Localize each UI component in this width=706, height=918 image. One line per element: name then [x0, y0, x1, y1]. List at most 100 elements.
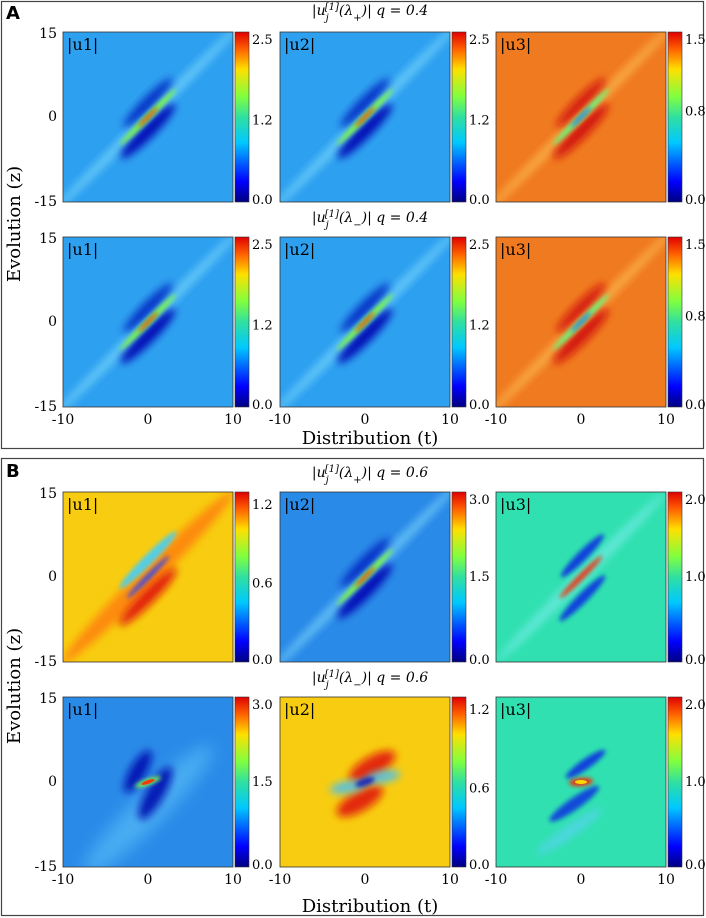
- y-tick-label: 15: [39, 231, 57, 247]
- heatmap-plot: |u2| 3.0 1.5 0.0: [279, 491, 490, 668]
- y-tick-label: 0: [48, 774, 57, 790]
- colorbar-tick-label: 1.5: [252, 775, 273, 790]
- y-tick-label: 0: [48, 569, 57, 585]
- panel-a-frame: [0, 0, 705, 450]
- plot-label: |u3|: [500, 35, 531, 54]
- colorbar-tick-label: 0.0: [252, 398, 273, 413]
- colorbar-tick-label: 0.0: [685, 858, 706, 873]
- plot-label: |u1|: [67, 700, 98, 719]
- y-tick-label: -15: [34, 859, 57, 875]
- y-tick-label: -15: [34, 194, 57, 210]
- colorbar-tick-label: 1.2: [252, 318, 273, 333]
- heatmap-plot: |u1| 3.0 1.5 0.0 15 0 -15-10 0 10: [34, 691, 272, 888]
- colorbar-tick-label: 0.0: [252, 193, 273, 208]
- colorbar-tick-label: 1.0: [685, 570, 706, 585]
- panel-a-ylabel: Evolution (z): [4, 166, 25, 282]
- x-tick-label: -10: [52, 412, 75, 428]
- x-tick-label: 10: [224, 872, 242, 888]
- heatmap-plot: |u3| 1.5 0.8 0.0 -10 0 10: [485, 236, 706, 428]
- x-tick-label: -10: [485, 412, 508, 428]
- x-tick-label: 0: [361, 412, 370, 428]
- y-tick-label: -15: [34, 399, 57, 415]
- colorbar-tick-label: 1.2: [469, 113, 490, 128]
- colorbar-tick-label: 1.2: [252, 113, 273, 128]
- panel-b-letter: B: [6, 461, 20, 482]
- colorbar-tick-label: 2.0: [685, 698, 706, 713]
- row-header: |uj[1](λ−)| q = 0.6: [312, 669, 428, 691]
- heatmap-plot: |u3| 2.0 1.0 0.0 -10 0 10: [485, 696, 706, 888]
- colorbar-tick-label: 3.0: [469, 493, 490, 508]
- colorbar: [234, 236, 250, 408]
- colorbar-tick-label: 0.0: [469, 653, 490, 668]
- panel-a-xlabel: Distribution (t): [302, 428, 439, 449]
- colorbar-tick-label: 0.8: [685, 309, 706, 324]
- heatmap-plot: |u2| 2.5 1.2 0.0: [279, 31, 490, 208]
- y-tick-label: -15: [34, 654, 57, 670]
- colorbar-tick-label: 1.5: [469, 570, 490, 585]
- colorbar-tick-label: 0.0: [685, 653, 706, 668]
- panel-a-letter: A: [6, 3, 20, 24]
- colorbar: [667, 31, 683, 203]
- colorbar-tick-label: 2.5: [469, 33, 490, 48]
- colorbar-tick-label: 1.5: [685, 33, 706, 48]
- colorbar: [451, 236, 467, 408]
- colorbar-tick-label: 0.0: [469, 858, 490, 873]
- plot-label: |u3|: [500, 240, 531, 259]
- colorbar: [234, 696, 250, 868]
- x-tick-label: 10: [657, 412, 675, 428]
- heatmap-plot: |u3| 1.5 0.8 0.0: [495, 31, 706, 208]
- x-tick-label: 0: [361, 872, 370, 888]
- x-tick-label: 10: [441, 412, 459, 428]
- x-tick-label: -10: [485, 872, 508, 888]
- colorbar: [667, 236, 683, 408]
- colorbar: [667, 491, 683, 663]
- row-header: |uj[1](λ+)| q = 0.4: [312, 2, 428, 24]
- heatmap-plot: |u3| 2.0 1.0 0.0: [495, 491, 706, 668]
- colorbar-tick-label: 0.0: [469, 398, 490, 413]
- plot-label: |u3|: [500, 495, 531, 514]
- colorbar-tick-label: 1.2: [252, 498, 273, 513]
- colorbar-tick-label: 2.5: [469, 238, 490, 253]
- x-tick-label: 10: [224, 412, 242, 428]
- x-tick-label: -10: [52, 872, 75, 888]
- y-tick-label: 15: [39, 691, 57, 707]
- colorbar: [451, 696, 467, 868]
- heatmap-plot: |u1| 2.5 1.2 0.0 15 0 -15-10 0 10: [34, 231, 273, 428]
- colorbar-tick-label: 1.2: [469, 703, 490, 718]
- colorbar-tick-label: 0.0: [252, 653, 273, 668]
- plot-label: |u2|: [284, 495, 315, 514]
- x-tick-label: 10: [657, 872, 675, 888]
- y-tick-label: 15: [39, 486, 57, 502]
- row-header: |uj[1](λ+)| q = 0.6: [312, 464, 428, 486]
- colorbar: [234, 491, 250, 663]
- x-tick-label: 0: [577, 872, 586, 888]
- plot-label: |u2|: [284, 240, 315, 259]
- x-tick-label: 0: [144, 872, 153, 888]
- plot-label: |u1|: [67, 240, 98, 259]
- x-tick-label: -10: [269, 872, 292, 888]
- colorbar-tick-label: 0.0: [685, 193, 706, 208]
- panel-b-xlabel: Distribution (t): [302, 896, 439, 917]
- colorbar: [451, 491, 467, 663]
- colorbar: [451, 31, 467, 203]
- x-tick-label: 0: [577, 412, 586, 428]
- colorbar-tick-label: 1.0: [685, 775, 706, 790]
- colorbar-tick-label: 2.0: [685, 493, 706, 508]
- panel-b-frame: [0, 457, 705, 917]
- heatmap-plot: |u1| 2.5 1.2 0.0 15 0 -15: [34, 26, 273, 210]
- panel-b-ylabel: Evolution (z): [4, 628, 25, 744]
- colorbar-tick-label: 2.5: [252, 238, 273, 253]
- y-tick-label: 0: [48, 109, 57, 125]
- colorbar-tick-label: 0.6: [252, 577, 273, 592]
- colorbar-tick-label: 0.6: [469, 782, 490, 797]
- y-tick-label: 15: [39, 26, 57, 42]
- x-tick-label: 10: [441, 872, 459, 888]
- colorbar-tick-label: 1.5: [685, 238, 706, 253]
- plot-label: |u1|: [67, 495, 98, 514]
- colorbar-tick-label: 0.8: [685, 104, 706, 119]
- plot-label: |u2|: [284, 700, 315, 719]
- colorbar: [667, 696, 683, 868]
- colorbar: [234, 31, 250, 203]
- x-tick-label: -10: [269, 412, 292, 428]
